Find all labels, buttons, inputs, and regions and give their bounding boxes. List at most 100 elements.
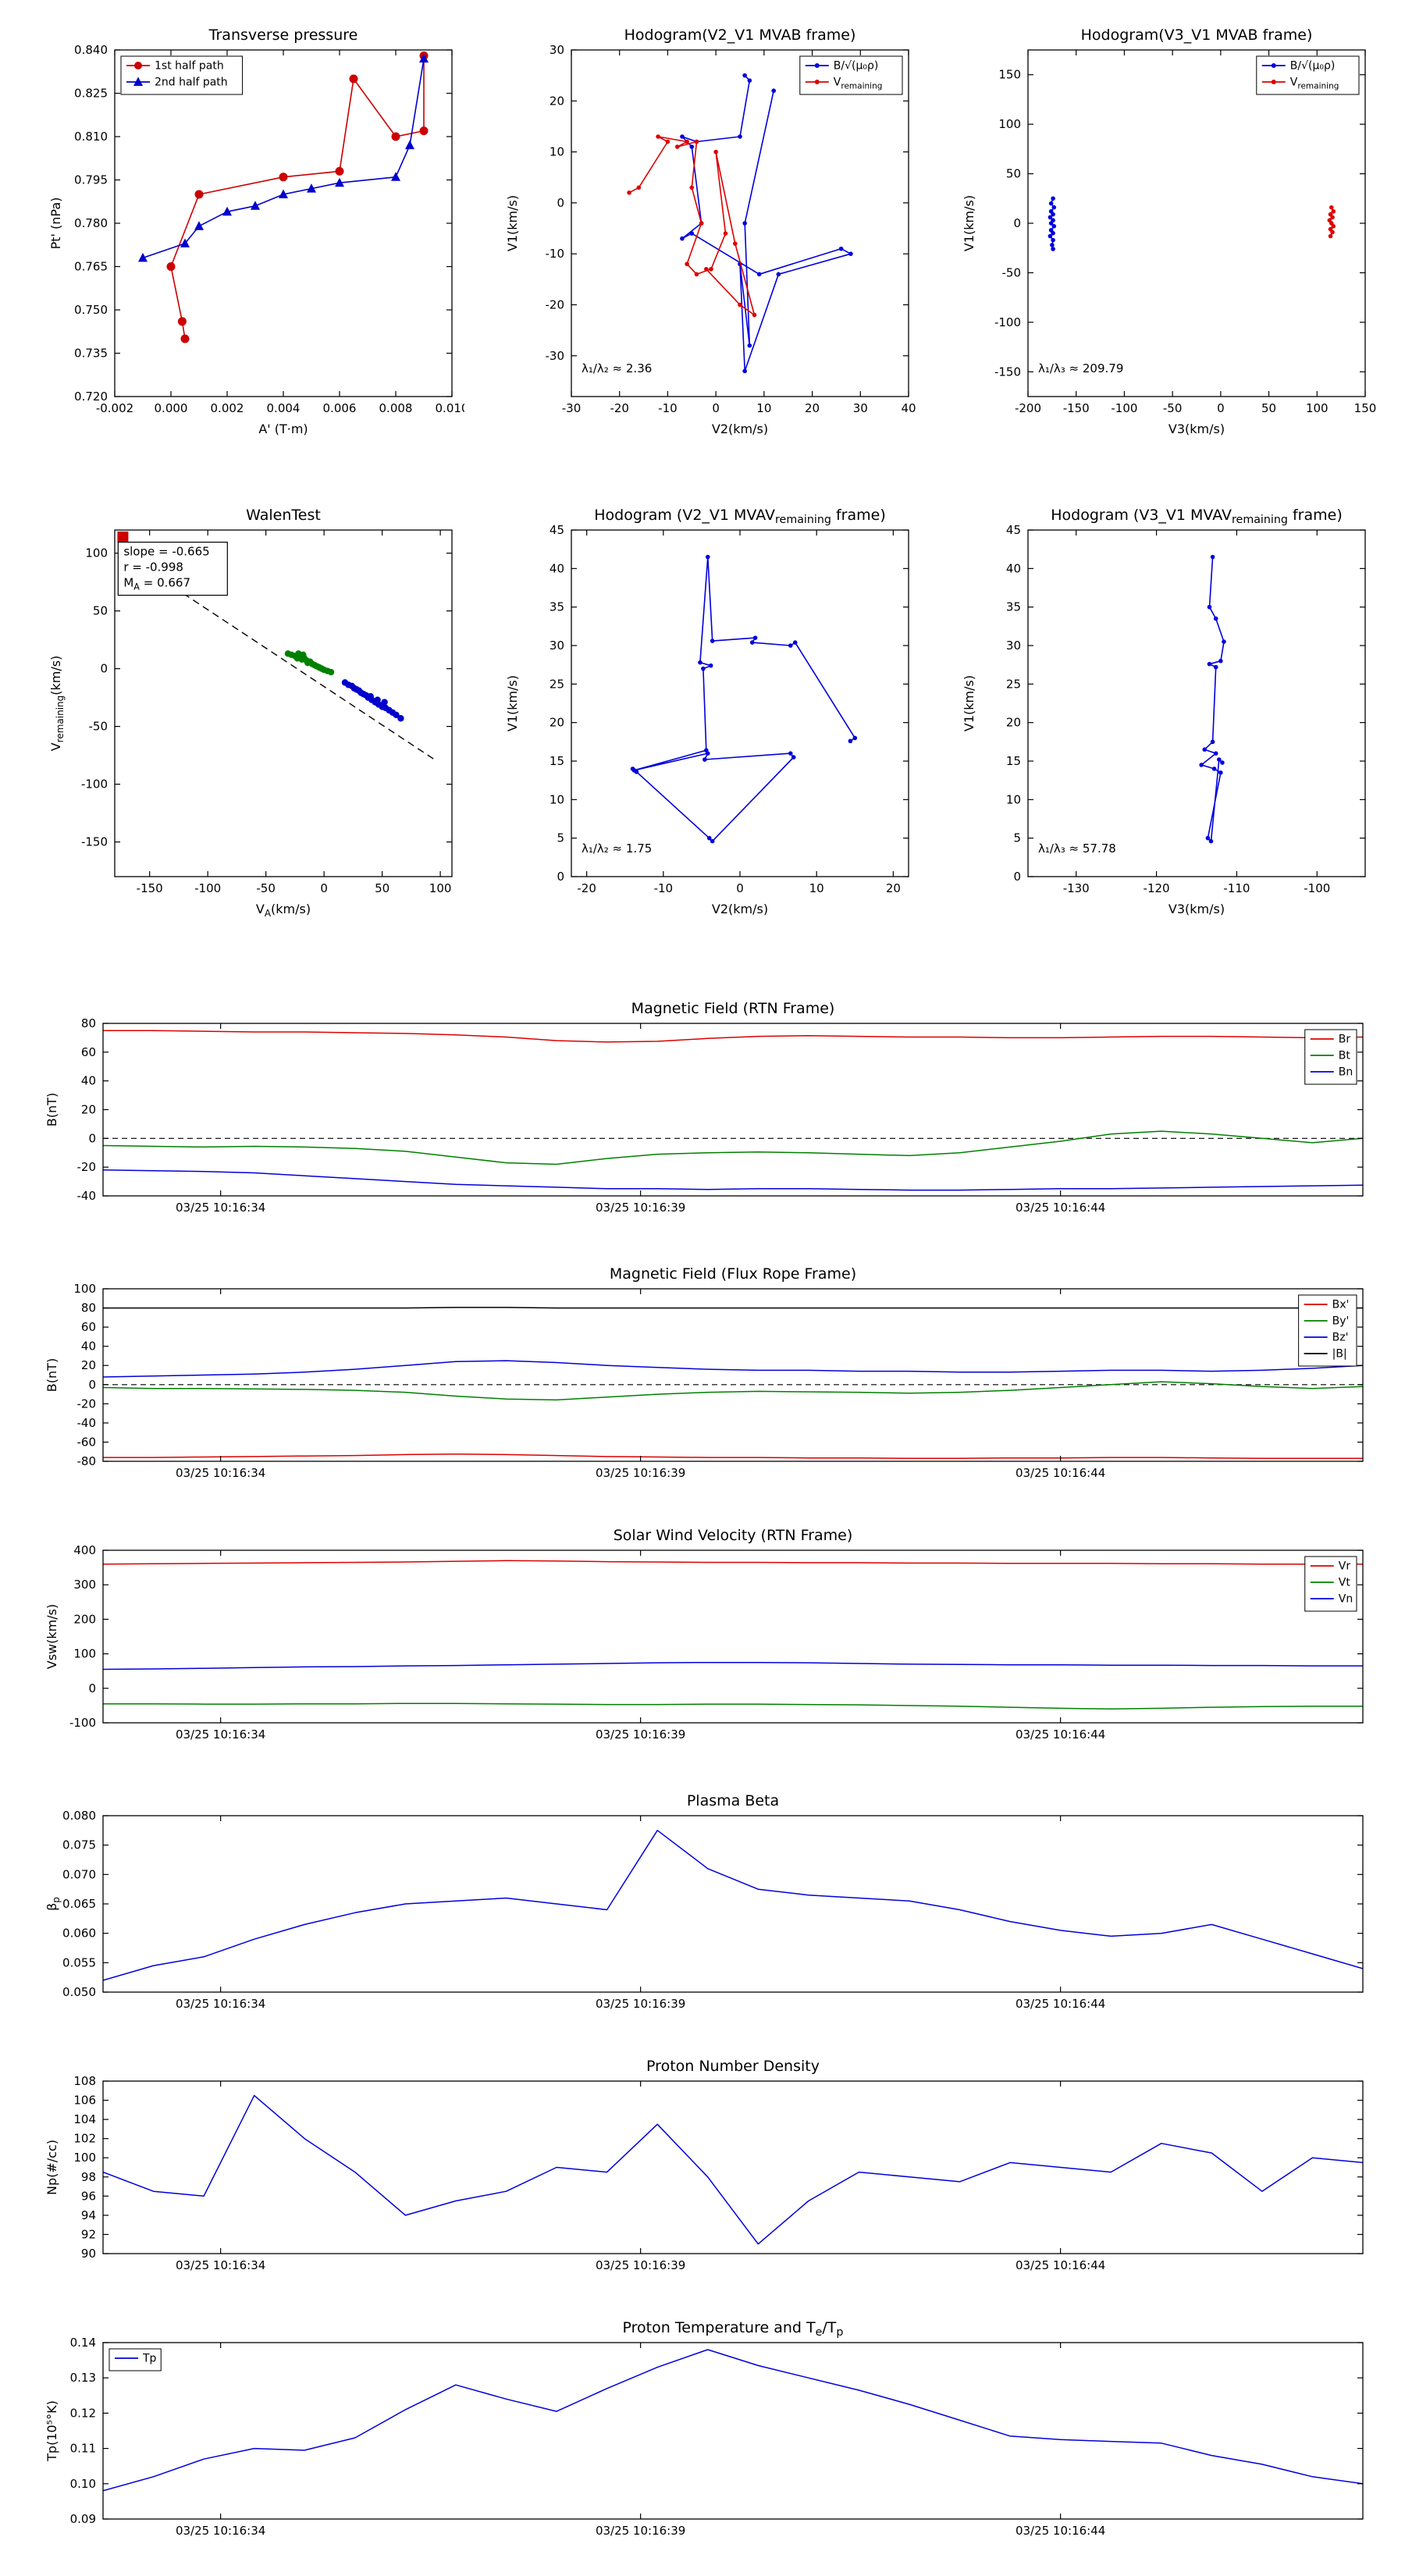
svg-text:0.080: 0.080 xyxy=(62,1809,96,1823)
svg-text:35: 35 xyxy=(550,600,564,614)
svg-text:10: 10 xyxy=(809,881,824,895)
svg-text:0.11: 0.11 xyxy=(70,2442,96,2456)
svg-text:03/25 10:16:39: 03/25 10:16:39 xyxy=(596,1727,685,1742)
svg-text:-100: -100 xyxy=(69,1716,96,1730)
svg-text:0.055: 0.055 xyxy=(62,1955,96,1969)
svg-text:20: 20 xyxy=(550,94,564,108)
svg-text:10: 10 xyxy=(550,792,564,806)
svg-text:300: 300 xyxy=(73,1578,96,1592)
svg-text:5: 5 xyxy=(1013,831,1021,845)
svg-text:30: 30 xyxy=(550,43,564,57)
svg-text:-100: -100 xyxy=(194,881,221,895)
svg-text:1st half path: 1st half path xyxy=(155,60,224,73)
svg-text:0.10: 0.10 xyxy=(70,2477,96,2491)
svg-text:-20: -20 xyxy=(77,1160,97,1174)
svg-text:V2(km/s): V2(km/s) xyxy=(712,422,768,436)
svg-text:0.006: 0.006 xyxy=(323,401,357,415)
svg-text:108: 108 xyxy=(73,2074,96,2088)
svg-text:60: 60 xyxy=(81,1045,96,1059)
svg-text:03/25 10:16:44: 03/25 10:16:44 xyxy=(1016,2524,1105,2538)
svg-text:-20: -20 xyxy=(77,1397,97,1411)
svg-text:03/25 10:16:34: 03/25 10:16:34 xyxy=(176,1201,265,1215)
svg-text:20: 20 xyxy=(550,716,564,730)
svg-text:MA​ = 0.667: MA​ = 0.667 xyxy=(123,576,190,592)
svg-text:0.050: 0.050 xyxy=(62,1985,96,1999)
svg-text:Hodogram(V2_V1 MVAB frame): Hodogram(V2_V1 MVAB frame) xyxy=(624,27,856,44)
svg-text:-150: -150 xyxy=(81,835,108,849)
svg-text:V2(km/s): V2(km/s) xyxy=(712,902,768,916)
svg-text:20: 20 xyxy=(805,401,820,415)
svg-text:Tp(10⁵°K): Tp(10⁵°K) xyxy=(44,2400,59,2462)
svg-text:20: 20 xyxy=(81,1358,96,1372)
svg-text:0.14: 0.14 xyxy=(70,2336,96,2350)
svg-text:Np(#/cc): Np(#/cc) xyxy=(44,2140,59,2195)
svg-text:0: 0 xyxy=(736,881,744,895)
svg-text:V3(km/s): V3(km/s) xyxy=(1168,902,1225,916)
svg-text:0.13: 0.13 xyxy=(70,2371,96,2385)
svg-text:03/25 10:16:39: 03/25 10:16:39 xyxy=(596,1201,685,1215)
svg-text:0: 0 xyxy=(1013,216,1021,230)
svg-text:20: 20 xyxy=(81,1103,96,1117)
svg-text:Bz': Bz' xyxy=(1332,1332,1349,1344)
svg-text:λ₁/λ₂ ≈ 1.75: λ₁/λ₂ ≈ 1.75 xyxy=(582,841,652,856)
svg-text:03/25 10:16:34: 03/25 10:16:34 xyxy=(176,1466,265,1480)
svg-text:03/25 10:16:44: 03/25 10:16:44 xyxy=(1016,1727,1105,1742)
svg-text:35: 35 xyxy=(1006,600,1021,614)
svg-text:V1(km/s): V1(km/s) xyxy=(962,675,976,731)
svg-text:10: 10 xyxy=(1006,792,1021,806)
svg-text:-30: -30 xyxy=(546,349,565,363)
svg-text:-120: -120 xyxy=(1144,881,1170,895)
svg-text:0.000: 0.000 xyxy=(155,401,188,415)
svg-text:96: 96 xyxy=(81,2189,96,2203)
svg-text:102: 102 xyxy=(73,2132,96,2146)
svg-text:03/25 10:16:39: 03/25 10:16:39 xyxy=(596,1466,685,1480)
svg-text:30: 30 xyxy=(1006,639,1021,653)
svg-text:Bn: Bn xyxy=(1339,1066,1353,1079)
svg-text:45: 45 xyxy=(550,523,564,537)
svg-text:100: 100 xyxy=(73,1282,96,1296)
svg-text:-40: -40 xyxy=(77,1189,97,1203)
svg-text:100: 100 xyxy=(73,2151,96,2165)
svg-text:-50: -50 xyxy=(1002,265,1022,279)
svg-text:Vr: Vr xyxy=(1339,1560,1351,1573)
svg-text:Solar Wind Velocity (RTN Frame: Solar Wind Velocity (RTN Frame) xyxy=(614,1527,853,1544)
svg-text:-150: -150 xyxy=(137,881,163,895)
svg-text:0.750: 0.750 xyxy=(74,303,108,317)
svg-text:03/25 10:16:39: 03/25 10:16:39 xyxy=(596,2258,685,2272)
svg-text:-60: -60 xyxy=(77,1435,97,1449)
svg-text:-100: -100 xyxy=(81,777,108,792)
svg-text:25: 25 xyxy=(1006,677,1021,691)
svg-text:30: 30 xyxy=(853,401,868,415)
svg-text:40: 40 xyxy=(901,401,916,415)
svg-text:0.010: 0.010 xyxy=(436,401,464,415)
svg-text:Hodogram (V2_V1 MVAVremaining​: Hodogram (V2_V1 MVAVremaining​ frame) xyxy=(594,507,886,526)
svg-text:Hodogram(V3_V1 MVAB frame): Hodogram(V3_V1 MVAB frame) xyxy=(1081,27,1313,44)
svg-text:V1(km/s): V1(km/s) xyxy=(505,675,520,731)
svg-text:Pt' (nPa): Pt' (nPa) xyxy=(48,197,63,250)
svg-text:VA​(km/s): VA​(km/s) xyxy=(256,902,311,919)
svg-text:r = -0.998: r = -0.998 xyxy=(123,560,183,575)
svg-text:λ₁/λ₂ ≈ 2.36: λ₁/λ₂ ≈ 2.36 xyxy=(582,361,652,375)
transverse-pressure-chart: -0.002 0.000 0.002 0.004 0.006 0.008 0.010 0.72… xyxy=(43,16,468,445)
svg-text:100: 100 xyxy=(429,881,452,895)
svg-text:By': By' xyxy=(1332,1315,1350,1328)
svg-text:40: 40 xyxy=(81,1340,96,1354)
svg-text:15: 15 xyxy=(550,754,564,768)
solar-wind-velocity-chart: 03/25 10:16:34 03/25 10:16:39 03/25 10:16:… xyxy=(39,1522,1374,1745)
svg-text:Vsw(km/s): Vsw(km/s) xyxy=(44,1604,59,1669)
svg-text:03/25 10:16:44: 03/25 10:16:44 xyxy=(1016,1997,1105,2011)
svg-text:Vn: Vn xyxy=(1339,1593,1353,1606)
svg-text:104: 104 xyxy=(73,2112,96,2126)
svg-text:50: 50 xyxy=(375,881,389,895)
hodogram-v2v1-mvav-chart: -20 -10 0 10 20 0 5 10 15 20 25 30 35 40 45 Hodogram (V… xyxy=(500,496,921,925)
svg-text:-110: -110 xyxy=(1223,881,1250,895)
svg-text:50: 50 xyxy=(1006,167,1021,181)
svg-text:B(nT): B(nT) xyxy=(44,1093,59,1126)
svg-text:0.765: 0.765 xyxy=(74,260,108,274)
svg-text:-20: -20 xyxy=(610,401,629,415)
svg-text:Plasma Beta: Plasma Beta xyxy=(687,1792,779,1809)
svg-text:100: 100 xyxy=(73,1647,96,1661)
svg-text:0: 0 xyxy=(712,401,720,415)
svg-text:B/√(μ₀ρ): B/√(μ₀ρ) xyxy=(1290,60,1336,73)
